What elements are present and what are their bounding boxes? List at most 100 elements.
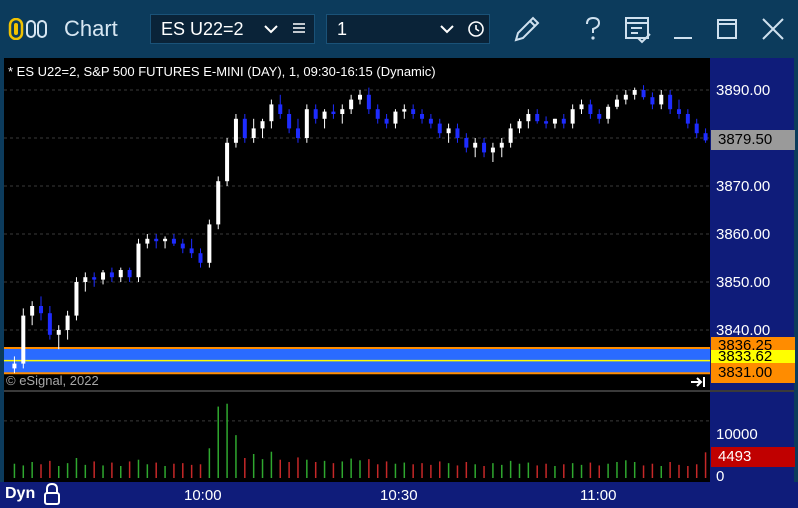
candle-body — [473, 142, 478, 148]
candle-body — [659, 94, 664, 105]
minimize-icon[interactable] — [666, 12, 700, 46]
candle-body — [340, 109, 345, 114]
candle-body — [30, 306, 35, 316]
candle-body — [171, 238, 176, 244]
menu-icon[interactable] — [291, 20, 307, 36]
candle-body — [233, 118, 238, 143]
candle-body — [74, 282, 79, 316]
candle-body — [21, 315, 26, 364]
volume-chart-svg[interactable] — [4, 392, 710, 482]
help-icon[interactable] — [576, 12, 610, 46]
candle-body — [136, 243, 141, 278]
candle-body — [606, 106, 611, 119]
candle-body — [154, 238, 159, 242]
candle-body — [446, 128, 451, 134]
candle-body — [83, 277, 88, 282]
candle-body — [526, 114, 531, 122]
candle-body — [676, 109, 681, 114]
candle-body — [685, 114, 690, 124]
candle-body — [632, 90, 637, 95]
candle-body — [420, 114, 425, 119]
title-bar: Chart ES U22=2 1 — [0, 0, 798, 58]
candle-body — [322, 111, 327, 119]
candle-body — [455, 128, 460, 138]
window-frame-right — [794, 58, 798, 508]
band-bottom-tag: 3831.00 — [711, 363, 795, 383]
symbol-value: ES U22=2 — [161, 19, 244, 39]
candle-body — [464, 138, 469, 148]
maximize-icon[interactable] — [710, 12, 744, 46]
chart-title: * ES U22=2, S&P 500 FUTURES E-MINI (DAY)… — [8, 64, 436, 79]
app-logo-icon — [8, 18, 47, 40]
candle-body — [694, 123, 699, 134]
candle-body — [650, 97, 655, 105]
candle-body — [349, 99, 354, 110]
chevron-down-icon[interactable] — [439, 21, 455, 37]
volume-chart-area[interactable] — [4, 392, 710, 482]
candle-body — [437, 123, 442, 134]
candle-body — [561, 118, 566, 124]
symbol-selector[interactable]: ES U22=2 — [150, 14, 315, 44]
candle-body — [499, 142, 504, 148]
band-mid-tag: 3833.62 — [711, 350, 795, 364]
candle-body — [47, 313, 52, 335]
candle-body — [207, 224, 212, 263]
price-chart-svg[interactable] — [4, 58, 710, 388]
price-axis-label: 3890.00 — [716, 82, 771, 99]
candle-body — [109, 272, 114, 278]
candle-body — [623, 94, 628, 100]
candle-body — [56, 330, 61, 335]
time-axis[interactable] — [0, 482, 798, 508]
window-frame-left — [0, 58, 4, 482]
candle-body — [278, 104, 283, 114]
pencil-icon[interactable] — [510, 12, 544, 46]
interval-value: 1 — [337, 19, 348, 39]
candle-body — [189, 248, 194, 254]
volume-axis[interactable] — [710, 392, 794, 482]
candle-body — [127, 270, 132, 278]
candle-body — [570, 109, 575, 124]
pane-divider[interactable] — [4, 390, 794, 392]
candle-body — [65, 315, 70, 330]
interval-selector[interactable]: 1 — [326, 14, 490, 44]
candle-body — [597, 114, 602, 119]
candle-body — [331, 111, 336, 114]
candle-body — [304, 109, 309, 138]
price-axis[interactable] — [710, 58, 794, 390]
price-axis-label: 3860.00 — [716, 226, 771, 243]
candle-body — [402, 109, 407, 112]
time-axis-label: 10:00 — [184, 487, 222, 504]
price-axis-label: 3870.00 — [716, 178, 771, 195]
window-title: Chart — [64, 16, 118, 41]
checklist-icon[interactable] — [620, 12, 654, 46]
candle-body — [358, 94, 362, 100]
candle-body — [490, 147, 495, 153]
lock-icon[interactable] — [43, 483, 61, 505]
volume-axis-label: 10000 — [716, 426, 758, 443]
price-chart-area[interactable] — [4, 58, 710, 388]
jump-to-end-icon[interactable] — [690, 375, 706, 389]
candle-body — [118, 270, 123, 278]
candle-body — [313, 109, 318, 119]
candle-body — [269, 104, 274, 122]
candle-body — [39, 306, 44, 314]
candle-body — [295, 128, 300, 138]
volume-axis-label: 0 — [716, 468, 725, 485]
candle-body — [641, 90, 646, 98]
close-icon[interactable] — [756, 12, 790, 46]
candle-body — [384, 118, 389, 124]
candle-body — [145, 238, 150, 244]
candle-body — [552, 118, 557, 124]
candle-body — [614, 99, 619, 107]
candle-body — [180, 243, 185, 249]
candle-body — [703, 133, 708, 141]
candle-body — [225, 142, 230, 182]
candle-body — [544, 121, 549, 124]
candle-body — [287, 114, 292, 129]
dynamic-mode-label[interactable]: Dyn — [5, 485, 36, 502]
clock-icon[interactable] — [467, 20, 485, 38]
candle-body — [588, 104, 593, 114]
chevron-down-icon[interactable] — [263, 21, 279, 37]
candle-body — [242, 118, 247, 138]
time-axis-label: 10:30 — [380, 487, 418, 504]
